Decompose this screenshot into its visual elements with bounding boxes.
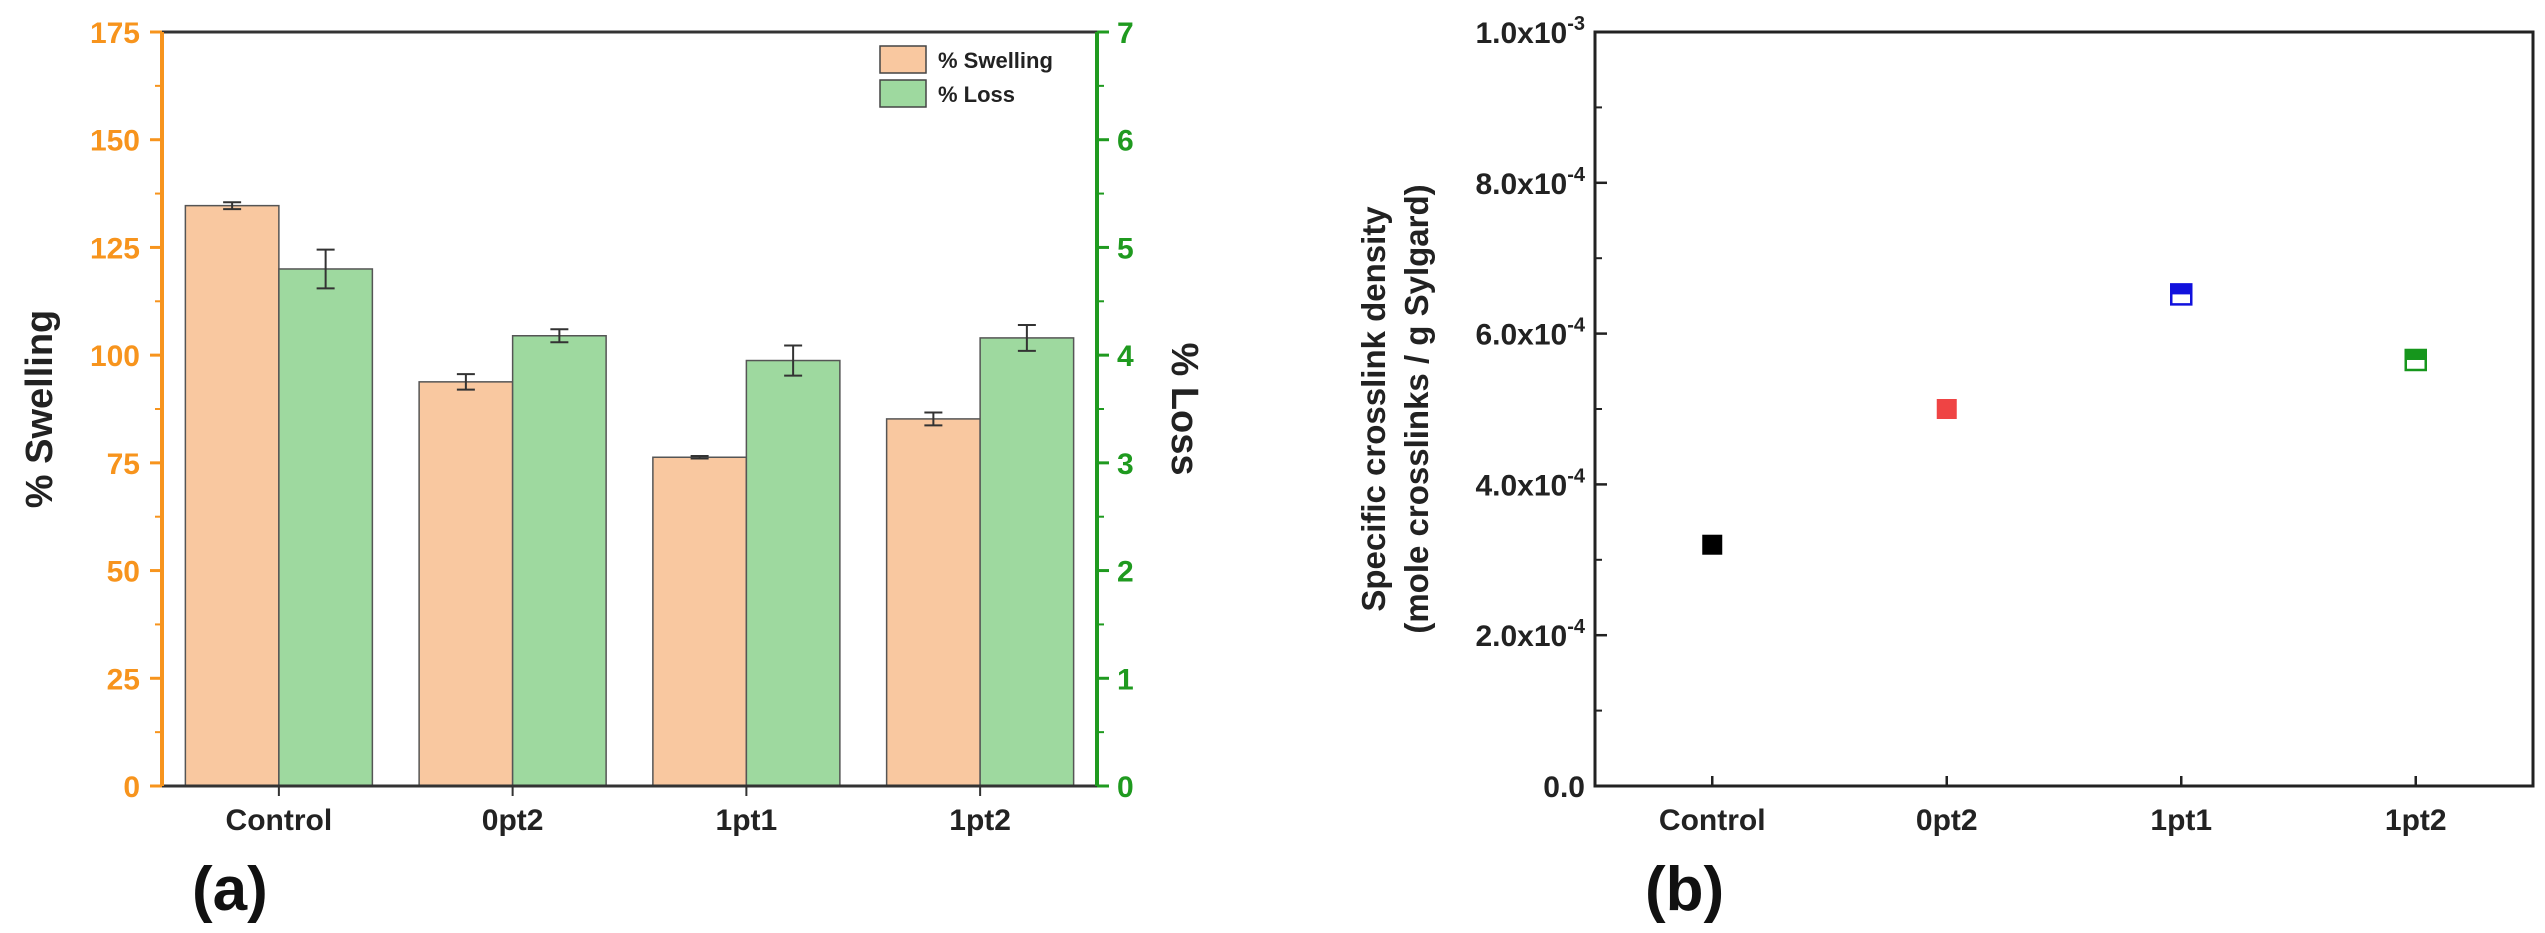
panel-b-scatter-chart: 0.0 2.0x10-4 4.0x10-4 6.0x10-4 8.0x10-4 1.0x1… bbox=[1355, 13, 2535, 924]
point-fill-1pt1 bbox=[2171, 284, 2192, 295]
legend-swatch-swelling bbox=[879, 45, 927, 74]
x-tick-label-Control: Control bbox=[226, 804, 333, 837]
right-y-tick-label-3: 3 bbox=[1117, 448, 1134, 481]
point-Control bbox=[1702, 534, 1723, 555]
panel-b-plot-frame bbox=[1593, 30, 2535, 788]
panel-b-x-tick-label-1pt1: 1pt1 bbox=[2150, 804, 2212, 837]
panel-b-x-tick-label-Control: Control bbox=[1659, 804, 1766, 837]
bar-loss-1pt2 bbox=[979, 337, 1075, 787]
right-y-tick-label-0: 0 bbox=[1117, 771, 1134, 804]
legend-label-loss: % Loss bbox=[938, 82, 1015, 107]
legend-swatch-loss bbox=[879, 79, 927, 108]
panel-b-y-tick-label: 2.0x10-4 bbox=[1475, 616, 1585, 653]
panel-b-y-tick-label: 6.0x10-4 bbox=[1475, 315, 1585, 352]
panel-b-label: (b) bbox=[1645, 855, 1724, 924]
legend-label-swelling: % Swelling bbox=[938, 48, 1053, 73]
right-y-tick-label-1: 1 bbox=[1117, 663, 1134, 696]
left-y-tick-label-50: 50 bbox=[107, 556, 140, 589]
bar-swelling-1pt1 bbox=[652, 456, 748, 787]
legend: % Swelling % Loss bbox=[879, 45, 1053, 108]
right-y-tick-label-4: 4 bbox=[1117, 340, 1134, 373]
right-y-tick-label-2: 2 bbox=[1117, 556, 1134, 589]
panel-b-x-tick-label-0pt2: 0pt2 bbox=[1916, 804, 1978, 837]
x-tick-label-1pt1: 1pt1 bbox=[716, 804, 778, 837]
bar-swelling-1pt2 bbox=[885, 418, 981, 787]
right-y-tick-label-7: 7 bbox=[1117, 17, 1134, 50]
point-0pt2 bbox=[1936, 399, 1957, 419]
left-y-tick-label-25: 25 bbox=[107, 663, 140, 696]
panel-a-bar-chart: 0 25 50 75 100 125 150 175 0 1 2 3 4 5 6 7 Control 0pt2… bbox=[19, 17, 1205, 924]
bar-swelling-Control bbox=[184, 204, 280, 787]
panel-b-y-tick-label: 1.0x10-3 bbox=[1475, 13, 1585, 50]
right-y-tick-label-5: 5 bbox=[1117, 232, 1134, 265]
panel-b-y-axis-title-line2: (mole crosslinks / g Sylgard) bbox=[1398, 184, 1435, 633]
bar-loss-0pt2 bbox=[511, 335, 607, 787]
left-y-tick-label-150: 150 bbox=[90, 125, 140, 158]
left-y-axis-title: % Swelling bbox=[19, 310, 61, 508]
left-y-tick-label-125: 125 bbox=[90, 232, 140, 265]
left-y-tick-label-100: 100 bbox=[90, 340, 140, 373]
left-y-tick-label-75: 75 bbox=[107, 448, 140, 481]
x-tick-label-0pt2: 0pt2 bbox=[482, 804, 544, 837]
panel-b-y-axis-title-line1: Specific crosslink density bbox=[1355, 206, 1392, 612]
panel-b-x-tick-label-1pt2: 1pt2 bbox=[2385, 804, 2447, 837]
right-y-tick-label-6: 6 bbox=[1117, 125, 1134, 158]
panel-a-label: (a) bbox=[192, 855, 268, 924]
bar-loss-1pt1 bbox=[745, 359, 841, 787]
bar-loss-Control bbox=[278, 268, 374, 787]
x-tick-label-1pt2: 1pt2 bbox=[949, 804, 1011, 837]
panel-b-y-tick-label: 8.0x10-4 bbox=[1475, 164, 1585, 201]
left-y-tick-label-0: 0 bbox=[123, 771, 140, 804]
bar-swelling-0pt2 bbox=[418, 381, 514, 787]
point-fill-1pt2 bbox=[2405, 349, 2426, 360]
left-y-tick-label-175: 175 bbox=[90, 17, 140, 50]
right-y-axis-title: % Loss bbox=[1163, 342, 1205, 475]
panel-b-y-tick-label: 0.0 bbox=[1543, 771, 1585, 804]
panel-b-y-tick-label: 4.0x10-4 bbox=[1475, 465, 1585, 502]
